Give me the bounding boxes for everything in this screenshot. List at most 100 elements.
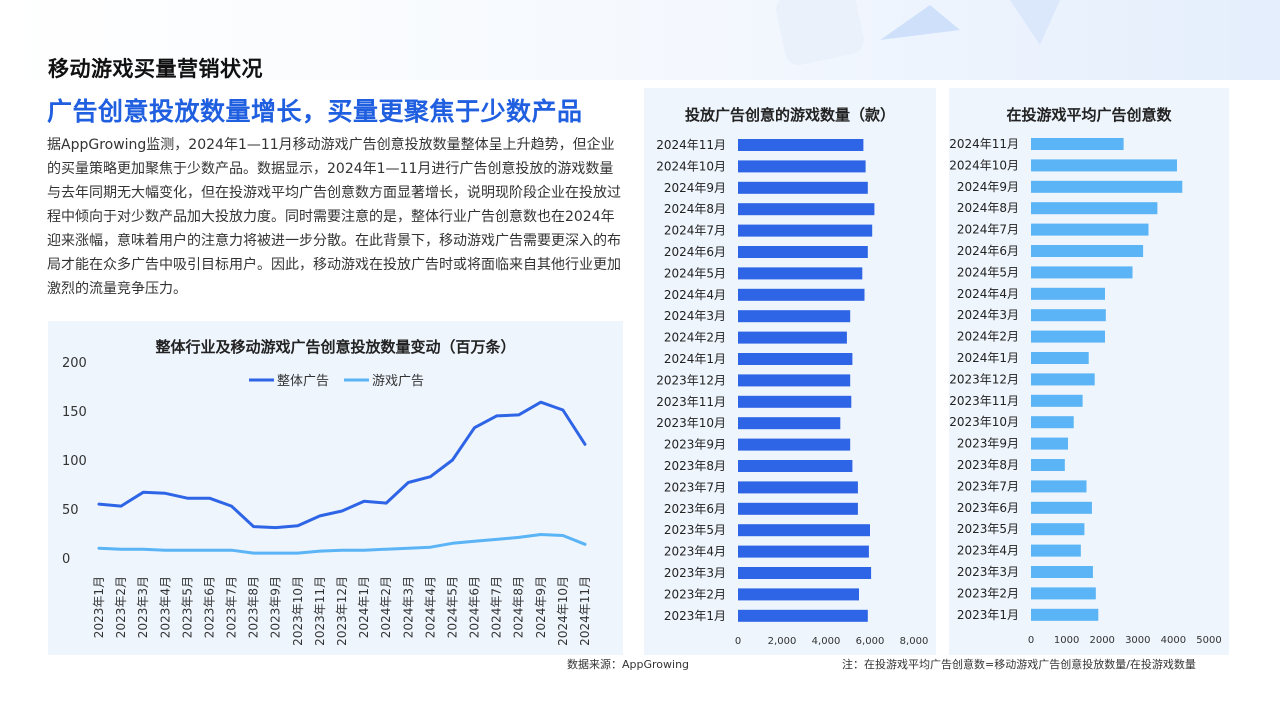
bar [1031, 587, 1096, 600]
category-label: 2024年6月 [664, 245, 726, 259]
x-tick-label: 2023年10月 [291, 576, 305, 646]
legend-label: 游戏广告 [372, 374, 424, 389]
line-chart: 0 50 100 150 200 2023年1月 2023年2月 2023年3月 2023年4月… [62, 356, 592, 646]
bar [1031, 416, 1074, 429]
x-tick-label: 4,000 [812, 636, 841, 647]
bar [738, 524, 870, 537]
x-tick-label: 1000 [1054, 635, 1079, 646]
x-tick-label: 2024年4月 [423, 576, 437, 638]
category-label: 2023年12月 [949, 372, 1019, 386]
bar [1031, 266, 1133, 279]
bar [738, 502, 858, 515]
bar [1031, 394, 1083, 407]
x-tick-label: 2023年5月 [180, 576, 194, 638]
bar [738, 545, 869, 558]
bar [738, 567, 872, 579]
bar [1031, 309, 1106, 322]
category-label: 2024年10月 [949, 158, 1019, 172]
x-tick-label: 2024年8月 [512, 576, 526, 638]
bar [1031, 373, 1095, 386]
x-tick-label: 2023年9月 [269, 576, 283, 638]
category-label: 2023年6月 [957, 501, 1019, 515]
bar [738, 353, 853, 365]
x-tick-label: 5000 [1196, 635, 1221, 646]
x-tick-label: 2023年8月 [247, 576, 261, 638]
bar [1031, 202, 1158, 215]
category-label: 2024年3月 [664, 309, 726, 323]
x-tick-label: 2024年3月 [401, 576, 415, 638]
category-label: 2024年3月 [957, 308, 1019, 322]
x-tick-label: 6,000 [856, 636, 885, 647]
category-label: 2024年5月 [664, 266, 726, 280]
y-tick-label: 200 [62, 356, 87, 371]
category-label: 2023年7月 [664, 480, 726, 494]
category-label: 2023年11月 [656, 395, 726, 409]
category-label: 2024年7月 [957, 223, 1019, 237]
category-label: 2023年4月 [957, 544, 1019, 558]
category-label: 2024年9月 [664, 181, 726, 195]
bar [738, 288, 865, 301]
x-tick-label: 2024年1月 [357, 576, 371, 638]
bar [738, 310, 851, 323]
avg-creatives-panel: 在投游戏平均广告创意数 2024年11月 2024年10月 2024年9月 2024年… [949, 88, 1229, 655]
category-label: 2023年2月 [664, 587, 726, 601]
bar [1031, 437, 1068, 450]
header-decoration [0, 0, 1280, 80]
bar [738, 267, 863, 280]
category-label: 2024年9月 [957, 180, 1019, 194]
footnote: 注：在投游戏平均广告创意数=移动游戏广告创意投放数量/在投游戏数量 [842, 658, 1196, 671]
bar [1031, 523, 1085, 536]
bar [738, 160, 866, 173]
category-label: 2023年3月 [664, 566, 726, 580]
x-tick-label: 3000 [1125, 635, 1150, 646]
x-tick-label: 8,000 [900, 636, 929, 647]
bar [1031, 245, 1144, 257]
category-label: 2023年1月 [664, 609, 726, 623]
bar [738, 181, 868, 194]
games-count-panel: 投放广告创意的游戏数量（款） 2024年11月 2024年10月 2024年9月 20… [644, 88, 936, 655]
category-label: 2024年4月 [957, 287, 1019, 301]
bar [1031, 566, 1093, 578]
category-label: 2023年8月 [664, 459, 726, 473]
bar [1031, 223, 1149, 236]
category-label: 2023年11月 [949, 394, 1019, 408]
category-label: 2024年2月 [664, 331, 726, 345]
page-title: 移动游戏买量营销状况 [48, 57, 263, 81]
bar [738, 588, 859, 601]
x-tick-label: 2000 [1089, 635, 1114, 646]
x-tick-label: 2024年11月 [578, 576, 592, 646]
bar [738, 224, 873, 237]
bar [738, 460, 853, 472]
avg-creatives-title: 在投游戏平均广告创意数 [1006, 106, 1172, 124]
category-label: 2023年7月 [957, 479, 1019, 493]
bar [738, 481, 858, 494]
y-tick-label: 150 [62, 405, 87, 420]
category-label: 2024年5月 [957, 265, 1019, 279]
bar [1031, 287, 1105, 300]
bar [1031, 501, 1092, 514]
y-tick-label: 0 [62, 552, 70, 567]
x-tick-label: 0 [735, 636, 741, 647]
y-tick-label: 100 [62, 454, 87, 469]
x-tick-label: 0 [1028, 635, 1034, 646]
category-label: 2023年4月 [664, 545, 726, 559]
category-label: 2024年8月 [957, 201, 1019, 215]
category-label: 2024年11月 [949, 137, 1019, 151]
headline: 广告创意投放数量增长，买量更聚焦于少数产品 [47, 97, 583, 126]
data-source: 数据来源：AppGrowing [567, 658, 690, 671]
x-tick-label: 2,000 [768, 636, 797, 647]
category-label: 2024年6月 [957, 244, 1019, 258]
x-tick-label: 2023年1月 [92, 576, 106, 638]
x-tick-label: 2024年7月 [490, 576, 504, 638]
x-tick-label: 2024年5月 [445, 576, 459, 638]
x-tick-label: 2023年7月 [225, 576, 239, 638]
category-label: 2023年6月 [664, 502, 726, 516]
category-label: 2023年1月 [957, 608, 1019, 622]
category-label: 2023年3月 [957, 565, 1019, 579]
category-label: 2024年4月 [664, 288, 726, 302]
x-tick-label: 4000 [1161, 635, 1186, 646]
series-line-overall [97, 400, 587, 530]
category-label: 2024年7月 [664, 224, 726, 238]
games-count-title: 投放广告创意的游戏数量（款） [684, 106, 895, 124]
x-tick-label: 2024年10月 [556, 576, 570, 646]
